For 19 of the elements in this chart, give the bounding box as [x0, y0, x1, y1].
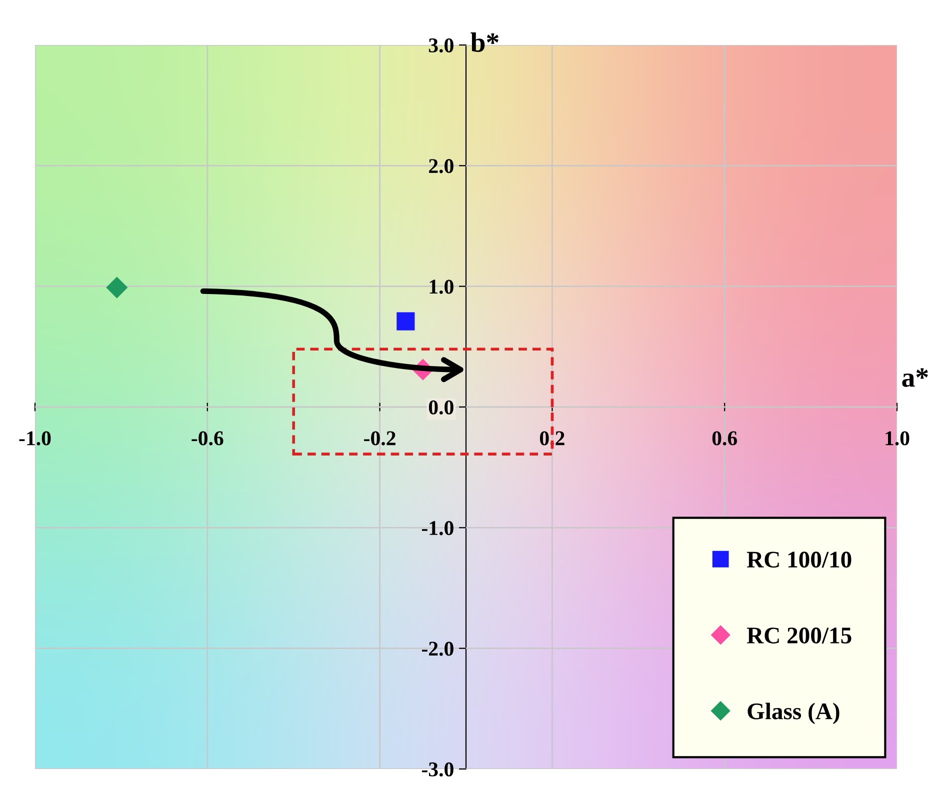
point [396, 312, 415, 330]
point [106, 277, 128, 298]
y-tick-label: 0.0 [428, 400, 454, 415]
x-axis-title: a* [902, 368, 928, 387]
y-axis-title: b* [470, 32, 498, 52]
legend-label: RC 100/10 [746, 552, 852, 568]
y-tick-label: -2.0 [422, 642, 454, 656]
x-tick-label: 0.6 [712, 431, 738, 446]
y-tick-label: 1.0 [430, 280, 454, 294]
y-tick-label: -1.0 [422, 521, 454, 536]
y-tick-label: -3.0 [422, 762, 454, 777]
y-tick-label: 2.0 [429, 159, 454, 174]
legend-label: Glass (A) [748, 702, 840, 724]
x-tick-label: -1.0 [19, 431, 51, 446]
x-tick-label: 1.0 [886, 431, 910, 446]
y-tick-label: 3.0 [428, 38, 454, 53]
x-tick-label: -0.6 [192, 431, 224, 446]
legend-label: RC 200/15 [746, 628, 852, 644]
x-tick-label: -0.2 [364, 431, 396, 446]
